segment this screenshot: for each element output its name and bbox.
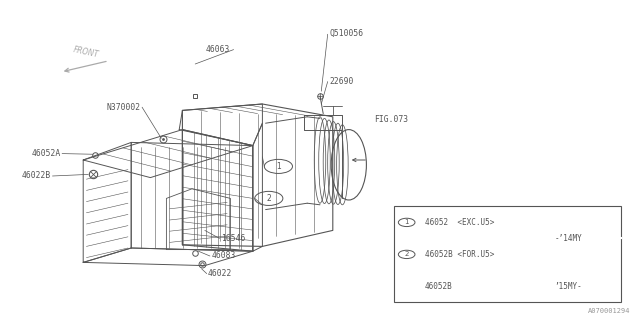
Text: 46063: 46063 — [206, 45, 230, 54]
Text: 46022: 46022 — [208, 269, 232, 278]
Text: -’14MY: -’14MY — [554, 234, 582, 243]
Text: 46083: 46083 — [211, 252, 236, 260]
Text: 46052B <FOR.U5>: 46052B <FOR.U5> — [425, 250, 494, 259]
Text: FRONT: FRONT — [72, 45, 99, 59]
Text: 46052B: 46052B — [425, 282, 452, 291]
Text: 2: 2 — [404, 252, 409, 257]
Text: 16546: 16546 — [221, 234, 245, 243]
Text: 46022B: 46022B — [22, 172, 51, 180]
Bar — [394, 206, 621, 302]
Text: 22690: 22690 — [330, 77, 354, 86]
Text: FIG.073: FIG.073 — [374, 116, 408, 124]
Text: 1: 1 — [276, 162, 281, 171]
Text: Q510056: Q510056 — [330, 29, 364, 38]
Text: 2: 2 — [266, 194, 271, 203]
Text: 46052A: 46052A — [31, 149, 61, 158]
Text: A070001294: A070001294 — [588, 308, 630, 314]
Text: 46052  <EXC.U5>: 46052 <EXC.U5> — [425, 218, 494, 227]
Text: 1: 1 — [404, 220, 409, 225]
Text: N370002: N370002 — [107, 103, 141, 112]
Text: ’15MY-: ’15MY- — [554, 282, 582, 291]
